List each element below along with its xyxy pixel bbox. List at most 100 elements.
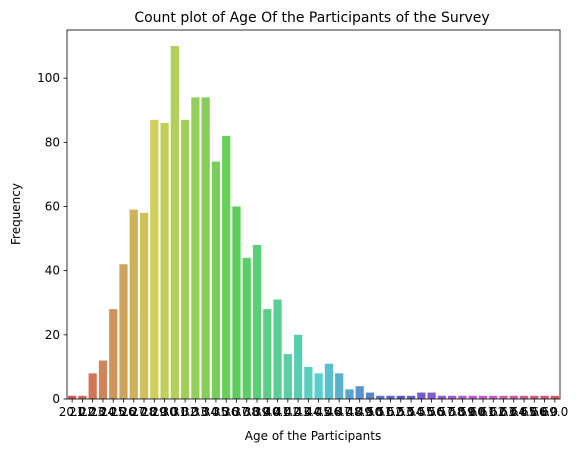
bar-48.0 <box>355 386 364 399</box>
x-tick-label: 65.0 <box>521 405 548 419</box>
x-tick-label: 38.0 <box>244 405 271 419</box>
bar-61.0 <box>489 395 498 399</box>
bar-46.0 <box>335 373 344 399</box>
bar-36.0 <box>232 206 241 399</box>
x-tick-label: 42.0 <box>285 405 312 419</box>
bar-39.0 <box>263 309 272 399</box>
x-tick-label: 55.0 <box>418 405 445 419</box>
bar-47.0 <box>345 389 354 399</box>
x-tick-label: 40.0 <box>264 405 291 419</box>
x-tick-label: 29.0 <box>151 405 178 419</box>
bar-58.0 <box>458 395 467 399</box>
y-axis: 0 20 40 60 80 100 <box>37 71 67 406</box>
x-tick-label: 69.0 <box>542 405 569 419</box>
bar-24.0 <box>109 309 118 399</box>
plot-frame <box>66 29 561 400</box>
bar-33.0 <box>201 97 210 400</box>
bar-35.0 <box>222 135 231 399</box>
x-tick-label: 21.0 <box>69 405 96 419</box>
bar-52.0 <box>396 395 405 399</box>
bar-38.0 <box>252 244 262 399</box>
x-tick-label: 24.0 <box>100 405 127 419</box>
y-tick-label: 60 <box>45 199 60 213</box>
x-tick-label: 28.0 <box>141 405 168 419</box>
x-tick-label: 33.0 <box>192 405 219 419</box>
x-tick-label: 57.0 <box>439 405 466 419</box>
bar-27.0 <box>139 212 149 399</box>
y-tick-label: 40 <box>45 264 60 278</box>
bar-32.0 <box>191 97 200 400</box>
bar-42.0 <box>293 334 303 399</box>
x-tick-label: 47.0 <box>336 405 363 419</box>
y-tick-label: 0 <box>52 392 60 406</box>
chart-title: Count plot of Age Of the Participants of… <box>134 10 489 26</box>
x-tick-label: 45.0 <box>316 405 343 419</box>
x-tick-label: 25.0 <box>110 405 137 419</box>
bar-50.0 <box>376 395 385 399</box>
bar-40.0 <box>273 299 282 399</box>
x-tick-label: 51.0 <box>377 405 404 419</box>
bar-69.0 <box>550 395 559 399</box>
bar-26.0 <box>129 209 138 399</box>
bar-45.0 <box>324 363 334 399</box>
x-tick-label: 66.0 <box>531 405 558 419</box>
bar-21.0 <box>78 395 87 399</box>
x-tick-label: 34.0 <box>203 405 230 419</box>
bar-37.0 <box>242 257 251 399</box>
bar-60.0 <box>478 395 488 399</box>
bar-49.0 <box>365 392 375 399</box>
x-tick-label: 39.0 <box>254 405 281 419</box>
bar-29.0 <box>160 123 169 399</box>
x-tick-label: 32.0 <box>182 405 209 419</box>
bar-25.0 <box>119 264 128 399</box>
x-tick-label: 22.0 <box>79 405 106 419</box>
x-tick-label: 63.0 <box>500 405 527 419</box>
x-tick-label: 20.0 <box>59 405 86 419</box>
x-tick-label: 61.0 <box>480 405 507 419</box>
bar-34.0 <box>211 161 221 399</box>
x-tick-label: 37.0 <box>233 405 260 419</box>
bar-20.0 <box>68 395 77 399</box>
bar-63.0 <box>509 395 518 399</box>
x-tick-label: 48.0 <box>346 405 373 419</box>
x-tick-label: 60.0 <box>470 405 497 419</box>
x-tick-label: 36.0 <box>223 405 250 419</box>
x-tick-label: 49.0 <box>357 405 384 419</box>
x-tick-label: 46.0 <box>326 405 353 419</box>
x-tick-label: 59.0 <box>459 405 486 419</box>
bar-44.0 <box>314 373 323 399</box>
x-tick-label: 64.0 <box>511 405 538 419</box>
x-tick-label: 43.0 <box>295 405 322 419</box>
y-tick-label: 80 <box>45 135 60 149</box>
bar-54.0 <box>417 392 426 399</box>
bar-59.0 <box>468 395 477 399</box>
bar-41.0 <box>283 354 292 399</box>
x-axis: 20.021.022.023.024.025.026.027.028.029.0… <box>59 399 568 419</box>
bar-66.0 <box>540 395 549 399</box>
x-tick-label: 27.0 <box>131 405 158 419</box>
x-axis-label: Age of the Participants <box>245 429 381 443</box>
x-tick-label: 26.0 <box>120 405 147 419</box>
bar-51.0 <box>386 395 395 399</box>
bar-30.0 <box>170 46 179 399</box>
bar-23.0 <box>98 360 108 399</box>
bar-28.0 <box>150 119 159 399</box>
bar-53.0 <box>406 395 416 399</box>
bars-group <box>68 46 559 400</box>
x-tick-label: 54.0 <box>408 405 435 419</box>
bar-65.0 <box>530 395 539 399</box>
x-tick-label: 35.0 <box>213 405 240 419</box>
x-tick-label: 30.0 <box>161 405 188 419</box>
x-tick-label: 62.0 <box>490 405 517 419</box>
x-tick-label: 41.0 <box>274 405 301 419</box>
x-tick-label: 53.0 <box>398 405 425 419</box>
x-tick-label: 31.0 <box>172 405 199 419</box>
x-tick-label: 44.0 <box>305 405 332 419</box>
bar-64.0 <box>519 395 529 399</box>
y-axis-label: Frequency <box>9 183 23 245</box>
y-tick-label: 20 <box>45 328 60 342</box>
x-tick-label: 56.0 <box>429 405 456 419</box>
bar-31.0 <box>181 119 190 399</box>
bar-22.0 <box>88 373 97 399</box>
